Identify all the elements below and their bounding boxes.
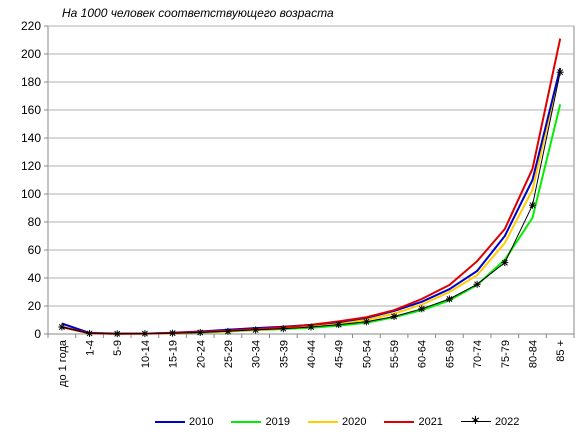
plot-area bbox=[47, 25, 575, 335]
x-tick-label: 1-4 bbox=[85, 340, 97, 356]
x-tick-label: 60-64 bbox=[417, 340, 429, 368]
legend-label: 2010 bbox=[189, 416, 214, 428]
y-tick-label: 40 bbox=[28, 271, 42, 285]
data-point-2022 bbox=[335, 321, 343, 329]
legend-item-2010: 2010 bbox=[155, 416, 213, 428]
data-point-2022 bbox=[196, 328, 204, 336]
legend-item-2021: 2021 bbox=[384, 416, 443, 428]
x-tick-label: 40-44 bbox=[306, 340, 318, 368]
x-tick-label: 70-74 bbox=[472, 340, 484, 368]
data-point-2022 bbox=[252, 326, 260, 334]
data-point-2022 bbox=[279, 325, 287, 333]
x-tick-label: 55-59 bbox=[389, 340, 401, 368]
data-point-2022 bbox=[307, 323, 315, 331]
legend-swatch bbox=[155, 417, 185, 427]
x-tick-label: 30-34 bbox=[251, 340, 263, 368]
legend-swatch bbox=[231, 417, 262, 427]
x-axis-ticks: до 1 года 1-4 5-9 10-14 15-19 20-24 25-29 30-34… bbox=[47, 334, 575, 387]
legend-item-2019: 2019 bbox=[231, 416, 290, 428]
y-tick-label: 100 bbox=[21, 187, 41, 201]
legend: 2010 2019 2020 2021 ∗ 2022 bbox=[155, 413, 537, 431]
y-tick-label: 180 bbox=[21, 75, 41, 89]
x-tick-label: до 1 года bbox=[57, 339, 69, 387]
x-tick-label: 75-79 bbox=[500, 340, 512, 368]
x-tick-label: 25-29 bbox=[223, 340, 235, 368]
data-point-2022 bbox=[362, 318, 370, 326]
legend-label: 2021 bbox=[418, 416, 443, 428]
y-tick-label: 140 bbox=[21, 131, 41, 145]
legend-label: 2019 bbox=[265, 416, 290, 428]
y-tick-label: 60 bbox=[28, 243, 42, 257]
x-tick-label: 65-69 bbox=[444, 340, 456, 368]
data-point-2022 bbox=[86, 329, 94, 337]
x-tick-label: 20-24 bbox=[195, 340, 207, 368]
y-axis-ticks: 0 20 40 60 80 100 120 140 160 180 200 220 bbox=[21, 19, 48, 341]
star-marker-icon: ∗ bbox=[469, 413, 481, 428]
legend-swatch bbox=[384, 417, 415, 427]
legend-label: 2022 bbox=[494, 416, 520, 428]
legend-item-2020: 2020 bbox=[307, 416, 367, 428]
x-tick-label: 35-39 bbox=[278, 340, 290, 368]
x-tick-label: 15-19 bbox=[168, 340, 180, 368]
data-point-2022 bbox=[141, 330, 149, 338]
data-point-2022 bbox=[58, 323, 66, 331]
y-tick-label: 200 bbox=[21, 47, 41, 61]
y-tick-label: 80 bbox=[28, 215, 42, 229]
data-point-2022 bbox=[556, 68, 564, 76]
legend-swatch bbox=[307, 417, 338, 427]
data-point-2022 bbox=[113, 330, 121, 338]
legend-swatch: ∗ bbox=[460, 413, 491, 428]
x-tick-label: 5-9 bbox=[112, 340, 124, 356]
x-tick-label: 80-84 bbox=[527, 340, 539, 368]
chart-title: На 1000 человек соответствующего возраст… bbox=[62, 6, 334, 20]
x-tick-label: 10-14 bbox=[140, 340, 152, 368]
legend-label: 2020 bbox=[341, 416, 367, 428]
series-lines bbox=[58, 38, 564, 338]
y-tick-label: 160 bbox=[21, 103, 41, 117]
y-tick-label: 0 bbox=[34, 327, 41, 341]
data-point-2022 bbox=[501, 259, 509, 267]
data-point-2022 bbox=[445, 295, 453, 303]
data-point-2022 bbox=[224, 327, 232, 335]
data-point-2022 bbox=[528, 201, 536, 209]
y-tick-label: 220 bbox=[21, 19, 41, 33]
data-point-2022 bbox=[169, 329, 177, 337]
data-point-2022 bbox=[473, 280, 481, 288]
x-tick-label: 45-49 bbox=[334, 340, 346, 368]
x-tick-label: 50-54 bbox=[361, 340, 373, 368]
data-point-2022 bbox=[390, 313, 398, 320]
x-tick-label: 85 + bbox=[555, 340, 567, 362]
y-tick-label: 120 bbox=[21, 159, 41, 173]
y-tick-label: 20 bbox=[28, 299, 42, 313]
data-point-2022 bbox=[418, 305, 426, 313]
legend-item-2022: ∗ 2022 bbox=[460, 413, 520, 428]
